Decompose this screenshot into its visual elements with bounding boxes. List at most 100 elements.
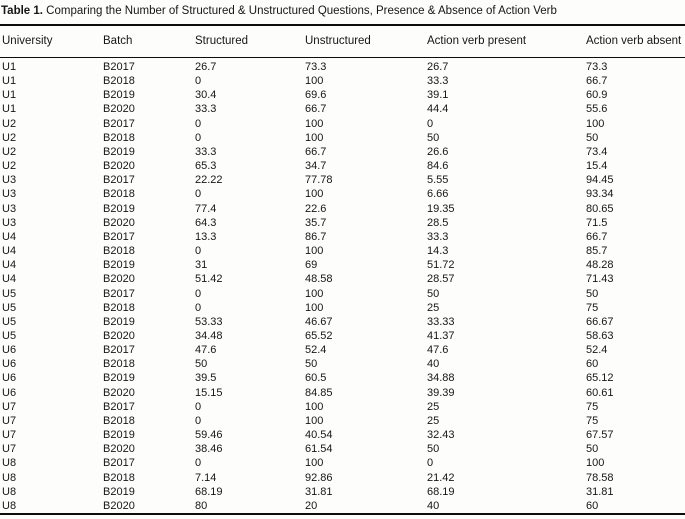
- table-row: U3 B2019 77.4 22.6 19.35 80.65: [0, 202, 685, 216]
- table-cell: 73.3: [305, 61, 327, 73]
- table-cell: U7: [2, 443, 17, 456]
- table-cell: 100: [305, 414, 324, 427]
- table-cell: 25: [427, 414, 440, 427]
- table-cell: U6: [2, 358, 17, 371]
- table-cell: 71.5: [586, 216, 608, 229]
- table-cell: 85.7: [586, 245, 608, 258]
- table-cell: 33.3: [427, 230, 449, 243]
- table-cell: 68.19: [195, 485, 223, 498]
- table-cell: B2017: [103, 174, 135, 187]
- table-cell: 52.4: [586, 344, 608, 357]
- table-cell: 66.7: [305, 103, 327, 116]
- table-cell: 39.1: [427, 89, 449, 102]
- table-cell: 60: [586, 358, 599, 371]
- table-cell: 86.7: [305, 230, 327, 243]
- table-cell: 92.86: [305, 471, 333, 484]
- table-cell: 73.4: [586, 145, 608, 158]
- table-cell: 25: [427, 301, 440, 314]
- table-row: U5 B2019 53.33 46.67 33.33 66.67: [0, 315, 685, 329]
- table-cell: U1: [2, 75, 17, 88]
- table-cell: 32.43: [427, 429, 455, 442]
- table-cell: U7: [2, 414, 17, 427]
- table-cell: 33.3: [195, 145, 217, 158]
- table-cell: B2020: [103, 329, 135, 342]
- table-cell: B2019: [103, 372, 135, 385]
- table-cell: U1: [2, 89, 17, 102]
- table-cell: 25: [427, 400, 440, 413]
- table-row: U8 B2018 7.14 92.86 21.42 78.58: [0, 471, 685, 485]
- table-cell: B2017: [103, 457, 135, 470]
- table-cell: 100: [305, 131, 324, 144]
- table-cell: B2020: [103, 160, 135, 173]
- table-cell: 34.88: [427, 372, 455, 385]
- table-cell: 84.6: [427, 160, 449, 173]
- table-cell: U8: [2, 499, 17, 512]
- table-cell: 21.42: [427, 471, 455, 484]
- table-cell: 26.7: [427, 61, 449, 73]
- table-cell: 28.5: [427, 216, 449, 229]
- column-header-unstructured: Unstructured: [305, 25, 427, 58]
- table-cell: 51.72: [427, 259, 455, 272]
- table-cell: U3: [2, 216, 17, 229]
- table-cell: B2019: [103, 259, 135, 272]
- table-cell: 69: [305, 259, 318, 272]
- table-row: U2 B2019 33.3 66.7 26.6 73.4: [0, 145, 685, 159]
- table-row: U8 B2019 68.19 31.81 68.19 31.81: [0, 485, 685, 499]
- table-cell: U1: [2, 103, 17, 116]
- table-cell: 40: [427, 499, 440, 512]
- table-cell: 31.81: [586, 485, 614, 498]
- table-cell: 50: [427, 287, 440, 300]
- column-header-action-verb-absent: Action verb absent: [586, 25, 685, 58]
- table-cell: 26.7: [195, 61, 217, 73]
- table-cell: B2017: [103, 400, 135, 413]
- table-cell: U4: [2, 230, 17, 243]
- table-cell: 100: [305, 188, 324, 201]
- table-cell: 26.6: [427, 145, 449, 158]
- table-cell: U5: [2, 287, 17, 300]
- table-cell: 0: [195, 117, 202, 130]
- table-row: U8 B2017 0 100 0 100: [0, 456, 685, 470]
- table-header: University Batch Structured Unstructured…: [0, 25, 685, 58]
- table-cell: 100: [305, 245, 324, 258]
- table-row: U2 B2017 0 100 0 100: [0, 117, 685, 131]
- table-cell: 60.5: [305, 372, 327, 385]
- table-caption: Table 1. Comparing the Number of Structu…: [0, 3, 685, 24]
- table-cell: 47.6: [195, 344, 217, 357]
- table-cell: 7.14: [195, 471, 217, 484]
- table-cell: 93.34: [586, 188, 614, 201]
- table-cell: 48.58: [305, 273, 333, 286]
- table-cell: 100: [305, 400, 324, 413]
- table-cell: 14.3: [427, 245, 449, 258]
- table-cell: 73.3: [586, 61, 608, 73]
- table-cell: 50: [586, 443, 599, 456]
- table-cell: U5: [2, 315, 17, 328]
- table-cell: 100: [305, 117, 324, 130]
- table-cell: 59.46: [195, 429, 223, 442]
- table-cell: 20: [305, 499, 318, 512]
- table-cell: 28.57: [427, 273, 455, 286]
- table-cell: B2020: [103, 499, 135, 512]
- table-cell: U6: [2, 344, 17, 357]
- table-cell: 41.37: [427, 329, 455, 342]
- table-body: U1 B2017 26.7 73.3 26.7 73.3 U1 B2018 0 100 33.3 66…: [0, 58, 685, 515]
- table-cell: B2018: [103, 358, 135, 371]
- data-table: University Batch Structured Unstructured…: [0, 24, 685, 515]
- table-cell: 77.4: [195, 202, 217, 215]
- table-cell: 71.43: [586, 273, 614, 286]
- table-cell: 50: [195, 358, 208, 371]
- table-cell: 5.55: [427, 174, 449, 187]
- table-cell: 0: [427, 457, 434, 470]
- table-cell: 47.6: [427, 344, 449, 357]
- table-cell: B2019: [103, 485, 135, 498]
- table-row: U7 B2019 59.46 40.54 32.43 67.57: [0, 428, 685, 442]
- table-row: U4 B2017 13.3 86.7 33.3 66.7: [0, 230, 685, 244]
- table-cell: U3: [2, 174, 17, 187]
- table-cell: B2017: [103, 61, 135, 73]
- table-cell: U2: [2, 117, 17, 130]
- table-cell: B2018: [103, 245, 135, 258]
- table-cell: 33.33: [427, 315, 455, 328]
- table-cell: U1: [2, 61, 17, 73]
- table-cell: U3: [2, 202, 17, 215]
- table-cell: 39.5: [195, 372, 217, 385]
